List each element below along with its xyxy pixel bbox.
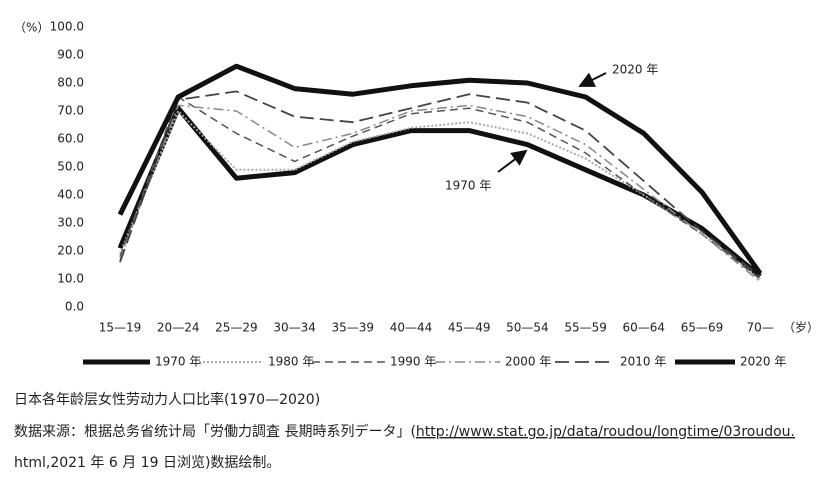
x-tick-label: 25—29 — [215, 321, 258, 335]
x-tick-label: 55—59 — [564, 321, 607, 335]
legend-label: 1990 年 — [390, 355, 436, 369]
y-tick-label: 20.0 — [57, 244, 84, 258]
series-line — [117, 63, 763, 275]
x-tick-label: 50—54 — [506, 321, 549, 335]
series-line — [119, 104, 761, 283]
series-line — [119, 90, 761, 277]
legend-label: 2010 年 — [620, 355, 666, 369]
series-line — [119, 110, 761, 280]
legend-label: 2020 年 — [740, 355, 786, 369]
legend-label: 1970 年 — [155, 355, 201, 369]
annotation-arrow — [497, 149, 528, 173]
y-tick-label: 90.0 — [57, 48, 84, 62]
y-tick-label: 100.0 — [50, 20, 84, 34]
y-tick-label: 40.0 — [57, 188, 84, 202]
x-tick-label: 15—19 — [99, 321, 142, 335]
series-line — [117, 105, 762, 279]
x-axis-label: （岁） — [783, 320, 819, 335]
x-tick-label: 45—49 — [448, 321, 491, 335]
y-tick-label: 80.0 — [57, 76, 84, 90]
annotation: 2020 年 — [612, 63, 658, 77]
source-text: 数据来源：根据总务省统计局「労働力調査 長期時系列データ」( — [14, 423, 416, 440]
x-tick-label: 60—64 — [623, 321, 666, 335]
source: 数据来源：根据总务省统计局「労働力調査 長期時系列データ」(http://www… — [14, 423, 795, 440]
caption: 日本各年龄层女性劳动力人口比率(1970—2020) — [14, 391, 320, 408]
y-axis-label: （%） — [14, 21, 49, 35]
x-tick-label: 40—44 — [390, 321, 433, 335]
y-tick-label: 10.0 — [57, 272, 84, 286]
x-tick-label: 70— — [747, 321, 774, 335]
y-tick-label: 50.0 — [57, 160, 84, 174]
annotation-arrow — [578, 72, 607, 87]
legend-label: 1980 年 — [268, 355, 314, 369]
series-line — [119, 96, 761, 280]
y-tick-label: 0.0 — [65, 300, 84, 314]
x-tick-label: 30—34 — [273, 321, 316, 335]
y-tick-label: 30.0 — [57, 216, 84, 230]
source-url: http://www.stat.go.jp/data/roudou/longti… — [416, 424, 795, 440]
y-tick-label: 70.0 — [57, 104, 84, 118]
x-tick-label: 35—39 — [332, 321, 375, 335]
source: html,2021 年 6 月 19 日浏览)数据绘制。 — [14, 455, 280, 471]
x-tick-label: 65—69 — [681, 321, 724, 335]
annotation: 1970 年 — [445, 179, 491, 193]
legend-label: 2000 年 — [505, 355, 551, 369]
x-tick-label: 20—24 — [157, 321, 200, 335]
y-tick-label: 60.0 — [57, 132, 84, 146]
